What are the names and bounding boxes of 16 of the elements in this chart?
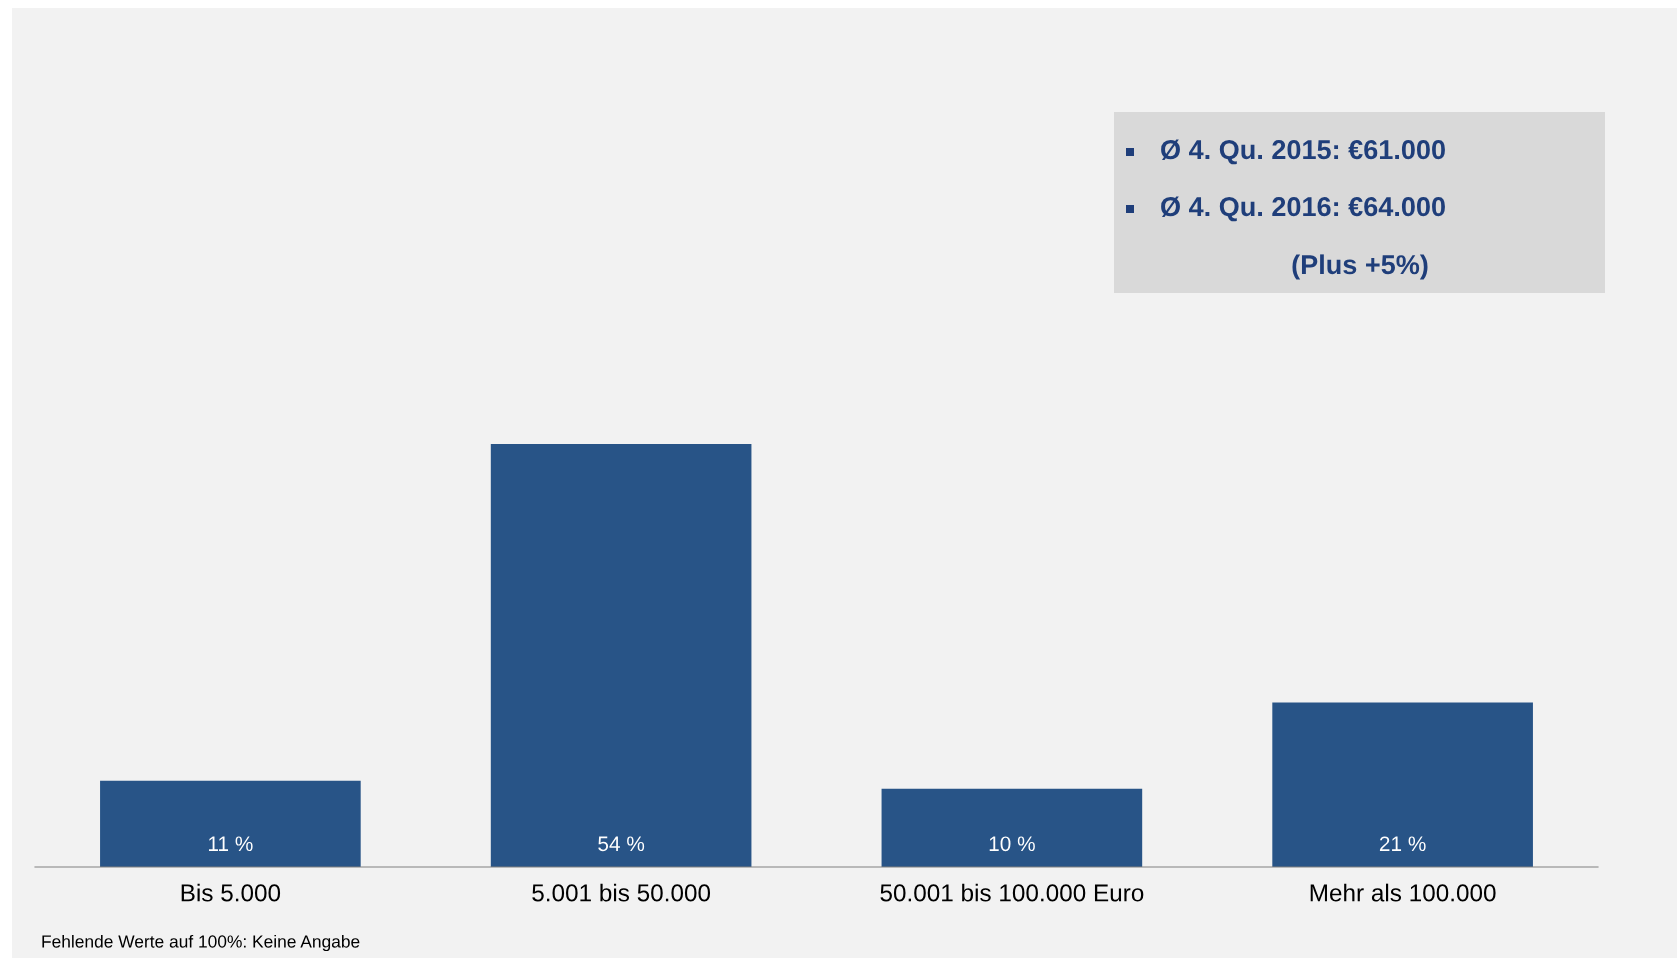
text: Ø 4. Qu. 2015: €61.000 [1161, 139, 1445, 165]
data-label: 54 % [598, 836, 645, 852]
bar [490, 444, 752, 867]
bar [1272, 702, 1533, 867]
data-label: 21 % [1379, 836, 1426, 852]
text: Ø 4. Qu. 2016: €64.000 [1161, 196, 1445, 222]
text: (Plus +5%) [1292, 254, 1428, 280]
data-label: 11 % [208, 836, 253, 852]
x-tick-label: 5.001 bis 50.000 [532, 883, 711, 902]
bar [881, 788, 1143, 867]
bar [100, 780, 361, 867]
x-tick-label: Mehr als 100.000 [1310, 883, 1496, 902]
x-tick-label: 50.001 bis 100.000 Euro [880, 883, 1144, 902]
text: Fehlende Werte auf 100%: Keine Angabe [42, 934, 360, 952]
data-label: 10 % [989, 836, 1035, 852]
x-tick-label: Bis 5.000 [181, 883, 281, 902]
